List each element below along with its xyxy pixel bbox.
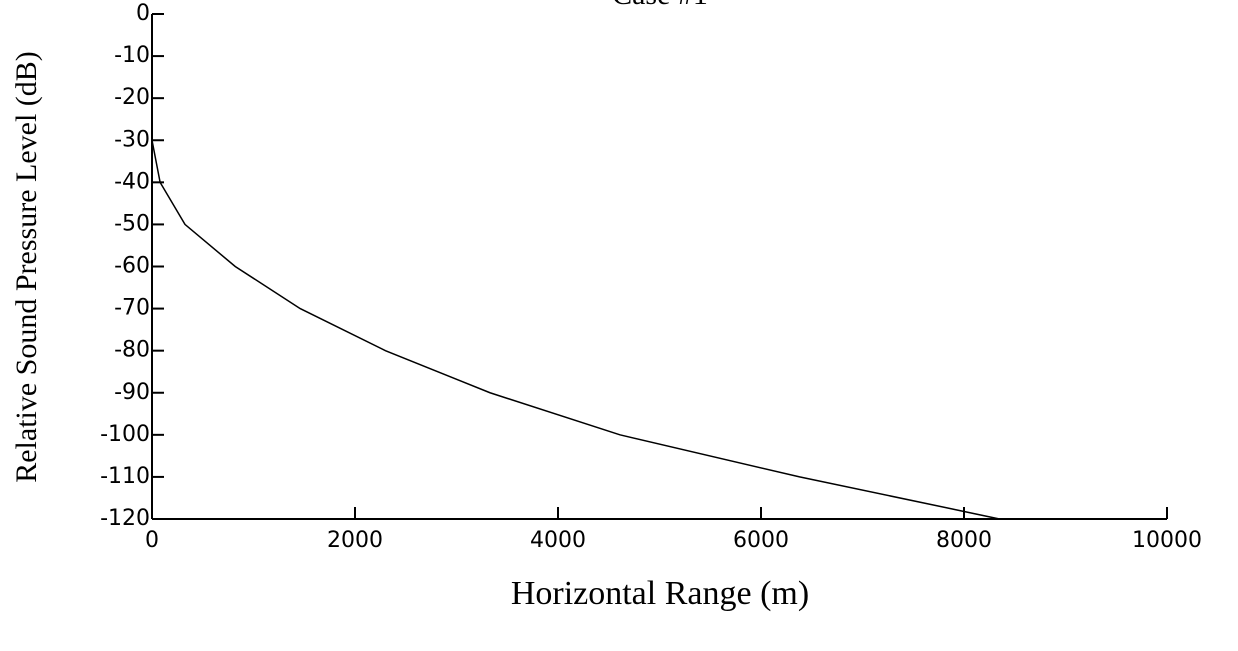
y-axis-label: Relative Sound Pressure Level (dB) [10,51,43,483]
x-tick-label: 10000 [1132,528,1202,553]
y-tick-label: -20 [114,85,150,110]
line-series [151,140,1000,520]
y-tick-label: 0 [136,1,150,26]
x-tick-label: 0 [145,528,159,553]
y-tick-label: -90 [114,380,150,405]
y-tick-label: -110 [100,464,150,489]
x-tick-label: 2000 [327,528,383,553]
y-tick-label: -100 [100,422,150,447]
y-tick-label: -30 [114,127,150,152]
y-tick-label: -80 [114,338,150,363]
x-tick-label: 4000 [530,528,586,553]
y-tick-label: -70 [114,296,150,321]
x-tick-label: 8000 [936,528,992,553]
y-tick-label: -40 [114,169,150,194]
x-tick-label: 6000 [733,528,789,553]
y-tick-label: -120 [100,506,150,531]
y-tick-label: -60 [114,254,150,279]
x-axis-label: Horizontal Range (m) [511,575,809,612]
y-tick-label: -10 [114,43,150,68]
y-tick-label: -50 [114,211,150,236]
chart-title: Case #1 [612,0,708,11]
